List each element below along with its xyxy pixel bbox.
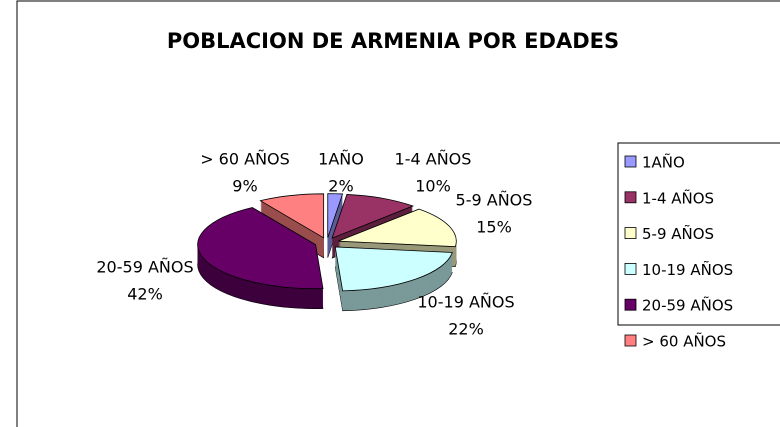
data-label-value: 15% — [476, 218, 512, 237]
data-label-value: 22% — [448, 320, 484, 339]
slice — [197, 207, 324, 309]
slice — [334, 246, 453, 312]
data-label-name: 1-4 AÑOS — [395, 150, 472, 169]
slice-top — [334, 246, 453, 292]
legend-swatch — [624, 298, 637, 311]
data-label-name: 1AÑO — [318, 150, 364, 169]
slice — [338, 208, 457, 267]
legend-label: 5-9 AÑOS — [642, 224, 714, 243]
data-label-value: 2% — [328, 177, 353, 196]
legend-label: 20-59 AÑOS — [642, 296, 733, 315]
legend-label: 1-4 AÑOS — [642, 188, 714, 207]
data-label-value: 42% — [127, 285, 163, 304]
legend-swatch — [624, 155, 637, 168]
legend-box — [617, 142, 780, 326]
legend-swatch — [624, 191, 637, 204]
legend-swatch — [624, 227, 637, 240]
legend-label: > 60 AÑOS — [642, 332, 726, 351]
data-label-name: 10-19 AÑOS — [417, 293, 514, 312]
slice-top — [331, 194, 415, 239]
legend-swatch — [624, 334, 637, 347]
data-label-name: 20-59 AÑOS — [96, 258, 193, 277]
data-label-name: 5-9 AÑOS — [456, 191, 533, 210]
slice-top — [197, 207, 324, 290]
slice-top — [327, 193, 344, 238]
legend-swatch — [624, 262, 637, 275]
data-label-value: 10% — [415, 177, 451, 196]
data-label-name: > 60 AÑOS — [200, 150, 290, 169]
slice-top — [259, 193, 325, 239]
slice-top — [338, 208, 457, 248]
data-label-value: 9% — [232, 177, 257, 196]
legend-label: 1AÑO — [642, 153, 685, 172]
chart-title: POBLACION DE ARMENIA POR EDADES — [167, 29, 619, 53]
legend-label: 10-19 AÑOS — [642, 260, 733, 279]
